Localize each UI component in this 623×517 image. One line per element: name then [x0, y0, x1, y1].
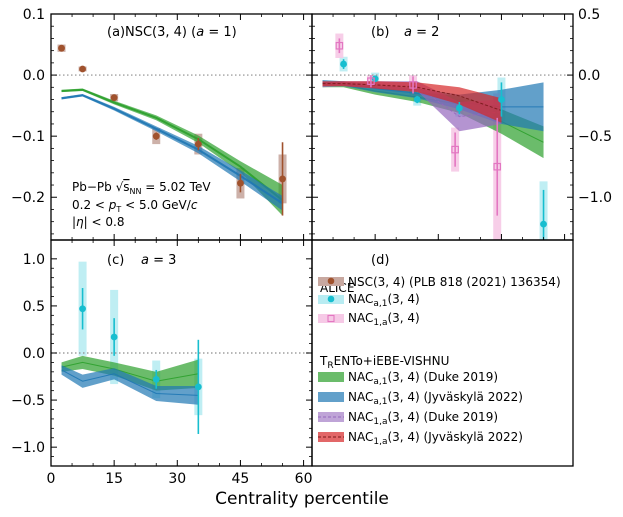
point-b-alice_nac_1a	[493, 162, 502, 171]
legend-duke-a1-label: NACa,1(3, 4) (Duke 2019)	[348, 370, 498, 387]
band-b-jyv_1a	[322, 81, 502, 123]
panel-d-label: (d)	[371, 253, 389, 268]
point-b-alice_nac_1a	[367, 77, 375, 85]
band-a-duke_a1	[61, 88, 283, 216]
x-tick-label: 0	[47, 471, 56, 487]
panel-b-points	[335, 38, 547, 240]
panel-a-ytick-label: 0.0	[23, 68, 45, 84]
point-b-alice_nac_1a	[451, 145, 459, 154]
point-c-alice_nac_a1	[194, 383, 202, 391]
line-c-jyv_a1	[61, 369, 199, 396]
panel-c-ytick-label: 0.5	[23, 299, 45, 315]
legend-nsc-label: NSC(3, 4) (PLB 818 (2021) 136354)	[348, 275, 561, 289]
point-b-alice_nac_1a	[409, 81, 417, 89]
panel-b-ytick-label: 0.5	[578, 7, 600, 23]
legend-entry-duke-1a: NAC1,a(3, 4) (Duke 2019)	[318, 410, 498, 427]
point-c-alice_nac_a1	[79, 305, 86, 313]
panel-c-ytick-label: 1.0	[23, 252, 45, 268]
x-tick-label: 45	[232, 471, 250, 487]
panel-a-label: (a)	[107, 25, 125, 40]
legend-header-model: TRENTo+iEBE-VISHNU	[319, 354, 449, 371]
legend-nac-a1-marker	[327, 295, 335, 303]
annotation-eta: |η| < 0.8	[72, 215, 124, 229]
legend-nsc-marker	[327, 277, 335, 285]
legend-nac-1a-band	[318, 314, 344, 323]
x-axis-label: Centrality percentile	[215, 489, 389, 509]
panel-b-title: a = 2	[404, 25, 439, 40]
panel-c-label: (c)	[107, 253, 124, 268]
band-b-duke_1a	[322, 81, 502, 132]
panel-a-ytick-label: 0.1	[23, 7, 45, 23]
point-b-alice_nac_a1	[413, 96, 421, 103]
point-a-alice_nsc	[79, 65, 86, 73]
point-b-alice_nac_a1	[540, 220, 547, 228]
legend-jyv-a1-label: NACa,1(3, 4) (Jyväskylä 2022)	[348, 390, 523, 407]
band-c-jyv_a1	[61, 365, 199, 405]
panel-c-ytick-label: −0.5	[11, 393, 45, 409]
panel-c-frame	[50, 239, 313, 467]
panel-c-ytick-label: 0.0	[23, 346, 45, 362]
point-b-alice_nac_a1	[371, 75, 379, 83]
point-b-alice_nac_a1	[498, 96, 505, 103]
point-c-alice_nac_a1	[110, 333, 118, 341]
legend-duke-1a-label: NAC1,a(3, 4) (Duke 2019)	[348, 410, 498, 427]
x-tick-label: 15	[105, 471, 123, 487]
point-a-alice_nsc	[194, 140, 202, 148]
annotation-collision: Pb−Pb √sNN = 5.02 TeV	[72, 180, 211, 196]
panel-a-title: NSC(3, 4) (a = 1)	[125, 25, 237, 40]
legend-entry-jyv-1a: NAC1,a(3, 4) (Jyväskylä 2022)	[318, 430, 523, 447]
panel-b-label: (b)	[371, 25, 389, 40]
line-b-jyv_1a	[322, 83, 502, 111]
panel-a-annotations: Pb−Pb √sNN = 5.02 TeV 0.2 < pT < 5.0 GeV…	[72, 180, 211, 229]
annotation-pt: 0.2 < pT < 5.0 GeV/c	[72, 198, 198, 214]
panel-c-bands	[61, 261, 203, 416]
point-b-alice_nac_a1	[455, 104, 463, 112]
panel-d-frame	[311, 239, 574, 467]
panel-a-ytick-label: −0.1	[11, 129, 45, 145]
point-b-alice_nac_a1	[340, 60, 347, 68]
legend-jyv-1a-label: NAC1,a(3, 4) (Jyväskylä 2022)	[348, 430, 523, 447]
panel-b-ytick-label: −1.0	[578, 190, 612, 206]
point-a-alice_nsc	[237, 179, 244, 187]
point-b-alice_nac_1a	[335, 41, 344, 50]
legend-entry-duke-a1: NACa,1(3, 4) (Duke 2019)	[318, 370, 498, 387]
point-a-alice_nsc	[152, 132, 160, 140]
panel-b-ytick-label: −0.5	[578, 129, 612, 145]
point-c-alice_nac_a1	[152, 375, 160, 383]
x-tick-label: 60	[295, 471, 313, 487]
legend-nac-1a-marker	[327, 314, 335, 323]
line-a-duke_a1	[61, 88, 284, 202]
point-a-alice_nsc	[110, 94, 118, 102]
legend-entry-jyv-a1: NACa,1(3, 4) (Jyväskylä 2022)	[318, 390, 523, 407]
legend-entry-nsc: NSC(3, 4) (PLB 818 (2021) 136354)	[318, 275, 561, 289]
point-a-alice_nsc	[58, 44, 65, 52]
panel-b-bands	[322, 33, 548, 240]
panel-c-points	[79, 288, 202, 434]
x-tick-label: 30	[168, 471, 186, 487]
panel-a-ytick-label: −0.2	[11, 190, 45, 206]
legend-entry-nac-a1: NACa,1(3, 4)	[318, 292, 420, 309]
panel-c-ytick-label: −1.0	[11, 440, 45, 456]
legend-entry-nac-1a: NAC1,a(3, 4)	[318, 311, 420, 328]
legend-nac-1a-label: NAC1,a(3, 4)	[348, 311, 420, 328]
legend-jyv-a1-swatch	[318, 392, 344, 402]
panel-c-title: a = 3	[141, 253, 176, 268]
point-a-alice_nsc	[279, 175, 286, 183]
panel-b-ytick-label: 0.0	[578, 68, 600, 84]
legend: ALICE NSC(3, 4) (PLB 818 (2021) 136354) …	[318, 275, 561, 447]
panel-a-points	[58, 44, 286, 216]
legend-duke-a1-swatch	[318, 372, 344, 382]
legend-nac-a1-label: NACa,1(3, 4)	[348, 292, 420, 309]
